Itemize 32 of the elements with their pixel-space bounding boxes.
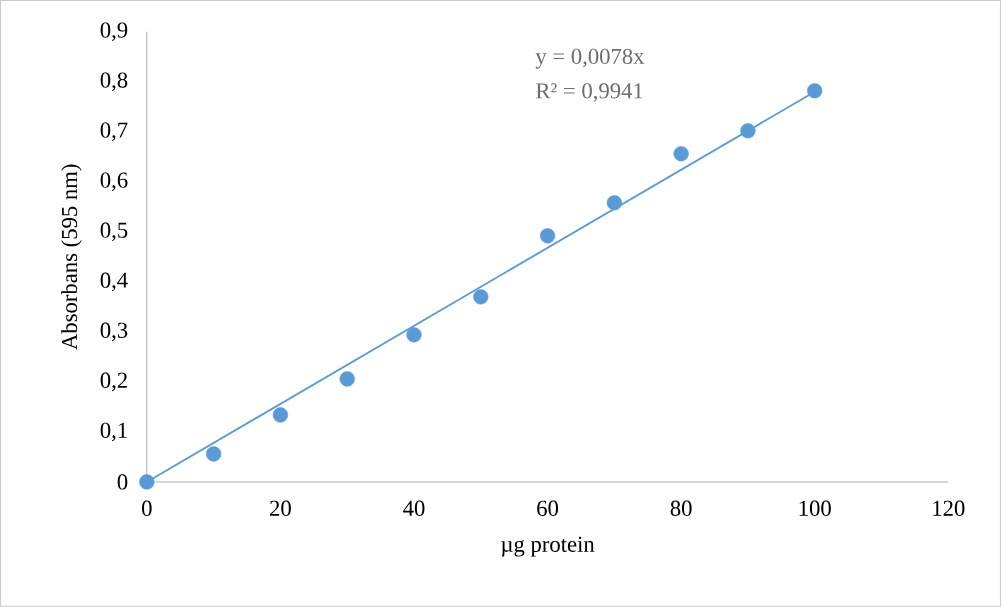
annotation: R² = 0,9941 [536, 83, 643, 102]
y-tick-label: 0,6 [100, 172, 128, 192]
y-tick-label: 0,7 [100, 122, 128, 142]
x-tick-label: 20 [270, 500, 291, 517]
x-tick-label: 40 [403, 500, 425, 517]
y-tick-label: 0,5 [100, 222, 128, 242]
x-tick-label: 60 [537, 500, 559, 517]
point [673, 146, 689, 162]
point [339, 371, 355, 387]
y-axis-title: Absorbans (595 nm) [61, 164, 82, 350]
annotation: y = 0,0078x [535, 48, 645, 69]
point [539, 228, 556, 244]
point [206, 446, 222, 462]
y-tick-label: 0 [117, 474, 128, 490]
point [606, 195, 622, 211]
y-tick-label: 0,3 [100, 322, 128, 342]
point [139, 474, 155, 490]
point [272, 407, 289, 423]
x-tick-label: 120 [933, 500, 965, 517]
point [807, 83, 823, 99]
point [406, 327, 422, 343]
point [473, 289, 489, 305]
y-tick-label: 0,8 [100, 72, 128, 92]
y-tick-label: 0,1 [100, 422, 127, 442]
x-tick-label: 80 [670, 500, 692, 517]
x-axis-title: µg protein [501, 536, 595, 557]
point [740, 123, 756, 139]
y-tick-label: 0,4 [100, 272, 128, 292]
y-tick-label: 0,9 [100, 22, 128, 42]
y-tick-label: 0,2 [100, 372, 127, 392]
x-tick-label: 0 [142, 500, 152, 517]
x-tick-label: 100 [799, 500, 831, 517]
